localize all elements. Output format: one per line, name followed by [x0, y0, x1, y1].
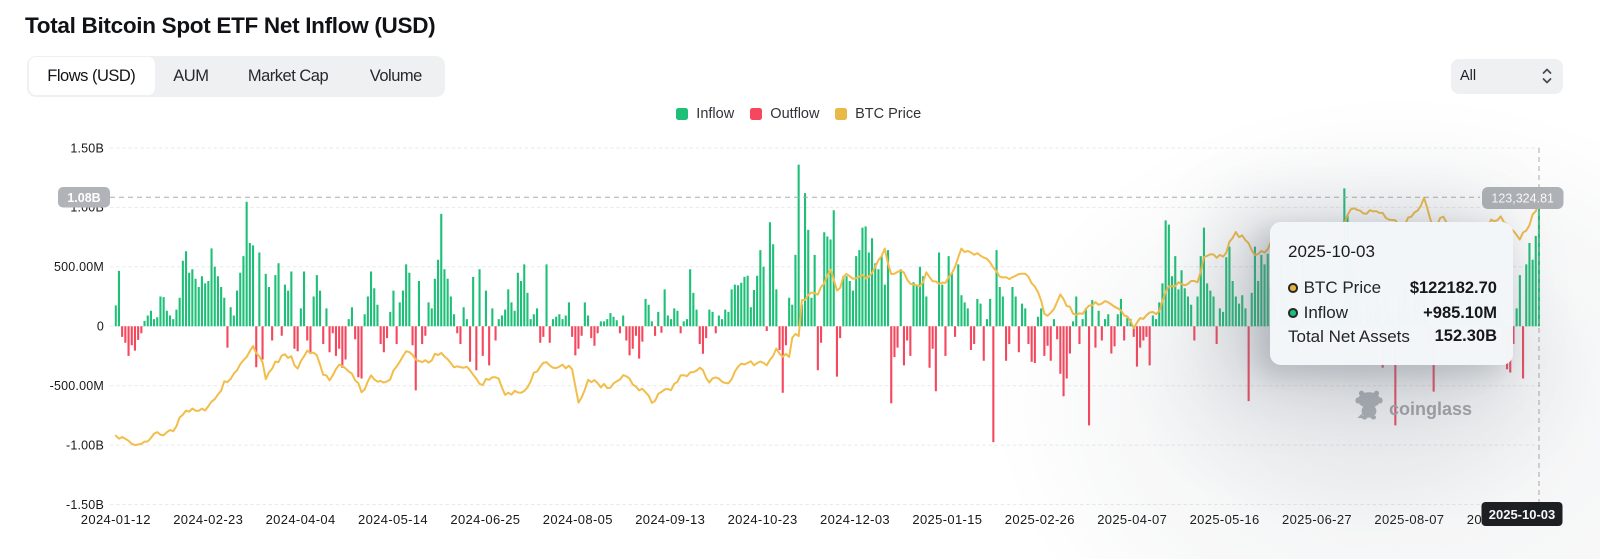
svg-text:2025-04-07: 2025-04-07	[1097, 512, 1167, 527]
svg-text:2024-02-23: 2024-02-23	[173, 512, 243, 527]
svg-text:2024-04-04: 2024-04-04	[266, 512, 336, 527]
svg-text:-1.50B: -1.50B	[66, 498, 104, 512]
svg-text:500.00M: 500.00M	[54, 260, 104, 274]
svg-text:2024-01-12: 2024-01-12	[81, 512, 151, 527]
svg-text:2024-10-23: 2024-10-23	[728, 512, 798, 527]
svg-text:2025-06-27: 2025-06-27	[1282, 512, 1352, 527]
svg-text:2025-10-03: 2025-10-03	[1489, 507, 1556, 522]
svg-text:123,324.81: 123,324.81	[1491, 192, 1554, 206]
svg-text:2025-01-15: 2025-01-15	[912, 512, 982, 527]
svg-text:1.08B: 1.08B	[67, 191, 100, 205]
svg-text:-500.00M: -500.00M	[50, 379, 104, 393]
svg-text:2024-12-03: 2024-12-03	[820, 512, 890, 527]
svg-text:2025-02-26: 2025-02-26	[1005, 512, 1075, 527]
svg-text:1.50B: 1.50B	[70, 141, 104, 155]
svg-text:2024-09-13: 2024-09-13	[635, 512, 705, 527]
svg-text:2025-08-07: 2025-08-07	[1374, 512, 1444, 527]
svg-text:coinglass: coinglass	[1389, 399, 1472, 419]
svg-text:2025-05-16: 2025-05-16	[1190, 512, 1260, 527]
svg-text:0: 0	[97, 320, 104, 334]
svg-text:2024-08-05: 2024-08-05	[543, 512, 613, 527]
svg-text:2024-06-25: 2024-06-25	[450, 512, 520, 527]
svg-text:-1.00B: -1.00B	[66, 438, 104, 452]
svg-text:2024-05-14: 2024-05-14	[358, 512, 428, 527]
